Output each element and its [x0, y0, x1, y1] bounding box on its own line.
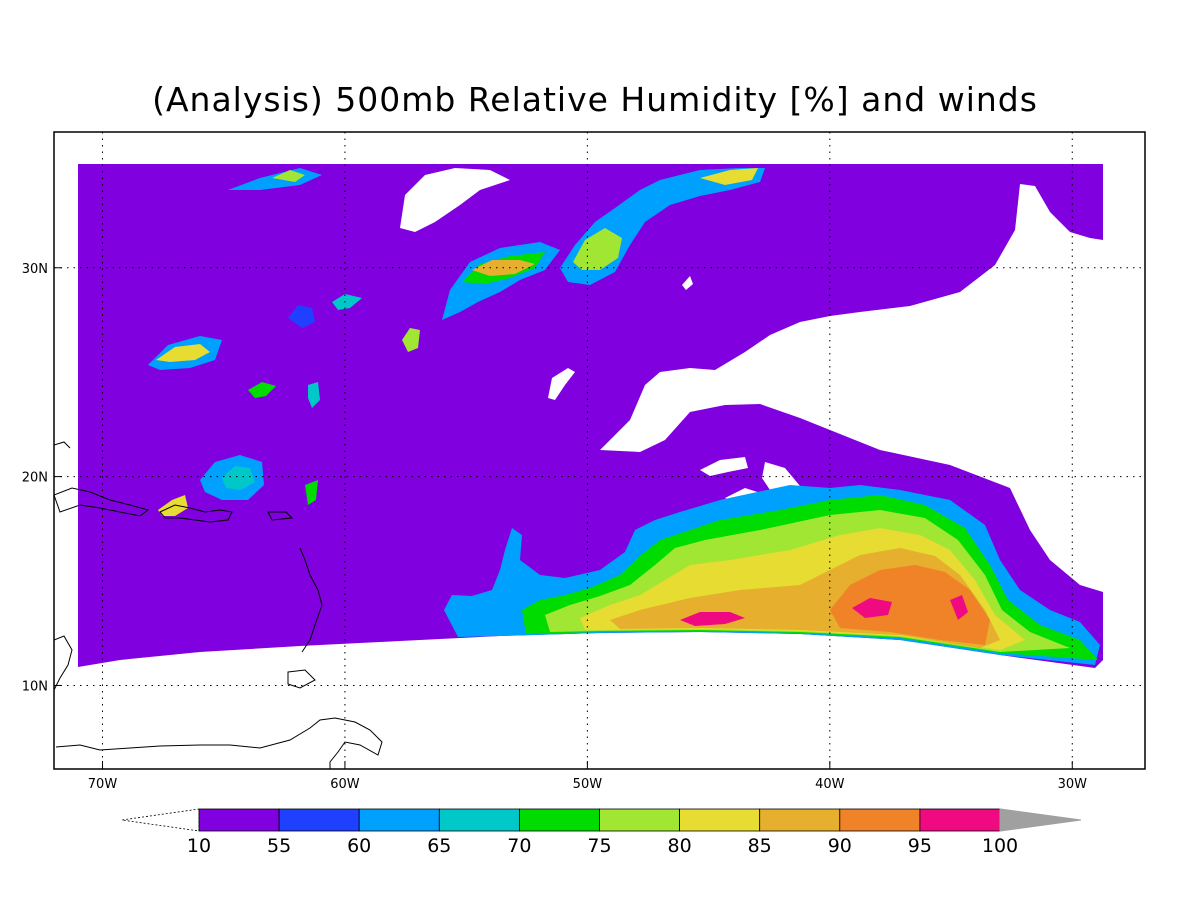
colorbar-label: 95	[908, 835, 932, 857]
rh-dry-patch	[700, 457, 748, 476]
coastline-trinidad	[287, 669, 316, 689]
colorbar-label: 85	[748, 835, 772, 857]
colorbar-label: 60	[347, 835, 371, 857]
colorbar: 10 55 60 65 70 75 80 85 90 95 100	[121, 808, 1082, 857]
rh-moist-patch	[272, 170, 305, 182]
coastlines	[54, 441, 383, 769]
colorbar-swatch	[599, 808, 680, 832]
colorbar-label: 55	[267, 835, 291, 857]
colorbar-lower-extension	[121, 808, 200, 832]
rh-moist-patch	[573, 228, 622, 270]
rh-moist-patch	[248, 382, 276, 398]
colorbar-swatch	[759, 808, 841, 832]
rh-moist-patch	[852, 598, 892, 618]
colorbar-label: 80	[668, 835, 692, 857]
colorbar-swatch	[438, 808, 520, 832]
colorbar-upper-extension	[999, 808, 1082, 832]
colorbar-label: 65	[427, 835, 451, 857]
lon-tick-label: 40W	[815, 777, 845, 792]
coastline-hispaniola	[159, 504, 233, 523]
lon-tick-label: 50W	[573, 777, 603, 792]
latitude-tick-labels: 30N 20N 10N	[22, 262, 48, 695]
colorbar-label: 70	[507, 835, 531, 857]
coastline-puerto-rico	[267, 511, 294, 521]
colorbar-swatch	[519, 808, 600, 832]
longitude-tick-labels: 70W 60W 50W 40W 30W	[88, 777, 1087, 792]
colorbar-label: 90	[828, 835, 852, 857]
rh-moist-patch	[288, 305, 315, 328]
rh-moist-patch	[830, 565, 990, 645]
lat-tick-label: 10N	[22, 679, 48, 694]
coastline-venezuela	[54, 635, 73, 691]
colorbar-swatch	[358, 808, 440, 832]
coastline-south-america	[55, 717, 383, 769]
lon-tick-label: 60W	[330, 777, 360, 792]
page-title: (Analysis) 500mb Relative Humidity [%] a…	[152, 80, 1038, 119]
humidity-field	[78, 164, 1103, 668]
rh-dry-patch	[548, 368, 575, 400]
rh-dry-patch	[400, 168, 510, 232]
rh-moist-patch	[700, 168, 758, 185]
coastline-lesser-antilles	[299, 547, 323, 653]
grid-lines	[54, 132, 1145, 769]
rh-moist-patch	[332, 294, 362, 310]
rh-moist-patch	[950, 595, 968, 620]
colorbar-label: 100	[982, 835, 1018, 857]
colorbar-label: 10	[187, 835, 211, 857]
rh-moist-patch	[402, 328, 420, 352]
rh-moist-patch	[308, 382, 320, 408]
rh-moist-patch	[680, 612, 745, 626]
lon-tick-label: 70W	[88, 777, 118, 792]
rh-moist-patch	[156, 344, 210, 362]
colorbar-swatch	[839, 808, 921, 832]
plot-frame	[53, 131, 1146, 770]
colorbar-swatch	[679, 808, 761, 832]
colorbar-swatch	[278, 808, 360, 832]
rh-moist-patch	[305, 480, 318, 505]
rh-dry-patch	[682, 276, 693, 290]
lon-tick-label: 30W	[1058, 777, 1088, 792]
colorbar-swatch	[198, 808, 280, 832]
lat-tick-label: 20N	[22, 471, 48, 486]
lat-tick-label: 30N	[22, 262, 48, 277]
coastline-florida	[54, 441, 71, 449]
colorbar-swatch	[919, 808, 1001, 832]
rh-moist-patch	[222, 466, 255, 490]
colorbar-label: 75	[587, 835, 611, 857]
coastline-cuba	[54, 487, 150, 517]
